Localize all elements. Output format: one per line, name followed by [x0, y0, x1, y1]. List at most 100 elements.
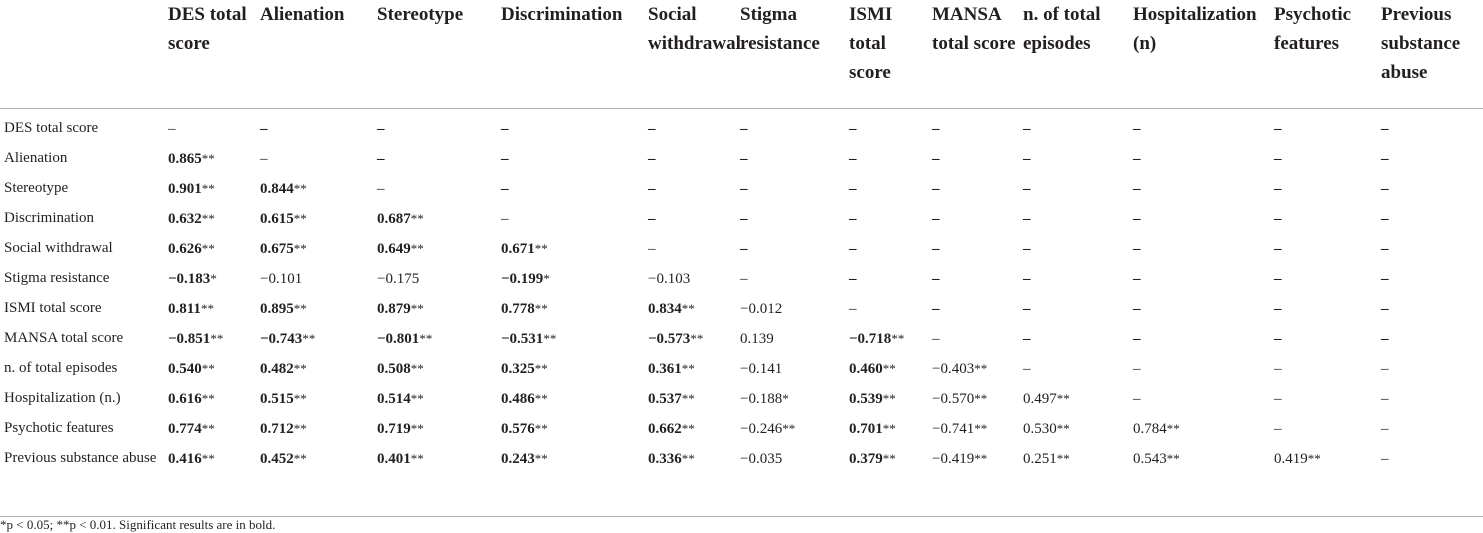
significance-marker: ** [294, 451, 307, 466]
significance-marker: ** [974, 361, 987, 376]
table-cell: 0.662** [648, 414, 740, 444]
significance-marker: ** [682, 421, 695, 436]
significance-marker: ** [411, 391, 424, 406]
cell-value: – [740, 181, 748, 197]
significance-marker: ** [682, 301, 695, 316]
significance-marker: ** [202, 451, 215, 466]
table-cell: – [1274, 294, 1381, 324]
cell-value: 0.879 [377, 301, 411, 317]
significance-marker: ** [535, 421, 548, 436]
cell-value: 0.834 [648, 301, 682, 317]
table-cell: – [740, 174, 849, 204]
table-cell: 0.251** [1023, 444, 1133, 502]
cell-value: – [849, 301, 857, 317]
cell-value: −0.175 [377, 271, 419, 287]
table-cell: – [932, 144, 1023, 174]
significance-marker: ** [883, 361, 896, 376]
cell-value: – [1133, 331, 1141, 347]
significance-marker: ** [411, 241, 424, 256]
column-header: Previous substance abuse [1381, 0, 1483, 108]
significance-marker: ** [1057, 421, 1070, 436]
table-cell: – [260, 109, 377, 145]
cell-value: 0.251 [1023, 451, 1057, 467]
cell-value: – [648, 151, 656, 167]
cell-value: – [648, 241, 656, 257]
cell-value: 0.626 [168, 241, 202, 257]
table-cell: 0.576** [501, 414, 648, 444]
row-label: Hospitalization (n.) [0, 384, 168, 414]
table-cell: 0.401** [377, 444, 501, 502]
significance-marker: ** [294, 391, 307, 406]
cell-value: 0.508 [377, 361, 411, 377]
column-header: ISMI total score [849, 0, 932, 108]
cell-value: – [740, 241, 748, 257]
cell-value: – [1274, 271, 1282, 287]
table-cell: 0.419** [1274, 444, 1381, 502]
cell-value: −0.188 [740, 391, 782, 407]
table-cell: – [501, 144, 648, 174]
table-cell: – [849, 294, 932, 324]
table-cell: – [740, 109, 849, 145]
table-cell: 0.712** [260, 414, 377, 444]
table-cell: – [1381, 384, 1483, 414]
significance-marker: ** [690, 331, 703, 346]
cell-value: – [1274, 211, 1282, 227]
table-cell: 0.901** [168, 174, 260, 204]
cell-value: – [1133, 181, 1141, 197]
table-cell: – [1023, 294, 1133, 324]
table-cell: 0.615** [260, 204, 377, 234]
table-cell: – [1133, 294, 1274, 324]
cell-value: – [849, 121, 857, 137]
table-cell: −0.035 [740, 444, 849, 502]
table-cell: – [1133, 174, 1274, 204]
significance-marker: ** [1167, 451, 1180, 466]
table-cell: – [648, 204, 740, 234]
table-cell: −0.103 [648, 264, 740, 294]
table-cell: 0.497** [1023, 384, 1133, 414]
column-header: Alienation [260, 0, 377, 108]
significance-marker: ** [294, 211, 307, 226]
table-cell: – [1274, 234, 1381, 264]
table-cell: – [1381, 204, 1483, 234]
cell-value: – [1274, 361, 1282, 377]
cell-value: −0.012 [740, 301, 782, 317]
cell-value: 0.486 [501, 391, 535, 407]
table-cell: – [1274, 414, 1381, 444]
table-cell: – [1023, 144, 1133, 174]
cell-value: – [849, 211, 857, 227]
table-cell: – [1381, 144, 1483, 174]
table-cell: – [1023, 109, 1133, 145]
significance-marker: ** [1057, 451, 1070, 466]
table-cell: – [648, 144, 740, 174]
significance-marker: ** [202, 151, 215, 166]
cell-value: 0.774 [168, 421, 202, 437]
significance-marker: ** [302, 331, 315, 346]
table-cell: 0.811** [168, 294, 260, 324]
row-label: n. of total episodes [0, 354, 168, 384]
table-cell: −0.012 [740, 294, 849, 324]
table-cell: 0.379** [849, 444, 932, 502]
table-cell: 0.626** [168, 234, 260, 264]
significance-marker: ** [883, 451, 896, 466]
table-cell: – [501, 204, 648, 234]
table-cell: – [648, 174, 740, 204]
cell-value: – [1023, 241, 1031, 257]
significance-marker: ** [419, 331, 432, 346]
table-cell: – [932, 234, 1023, 264]
table-cell: 0.895** [260, 294, 377, 324]
table-cell: – [501, 174, 648, 204]
table-cell: – [1381, 354, 1483, 384]
cell-value: – [932, 331, 940, 347]
cell-value: – [1023, 301, 1031, 317]
cell-value: – [1133, 301, 1141, 317]
cell-value: −0.743 [260, 331, 302, 347]
table-cell: – [1381, 264, 1483, 294]
table-cell: −0.403** [932, 354, 1023, 384]
row-label: DES total score [0, 109, 168, 145]
table-cell: – [849, 234, 932, 264]
cell-value: 0.901 [168, 181, 202, 197]
row-label: Discrimination [0, 204, 168, 234]
table-cell: – [1023, 354, 1133, 384]
cell-value: −0.103 [648, 271, 690, 287]
